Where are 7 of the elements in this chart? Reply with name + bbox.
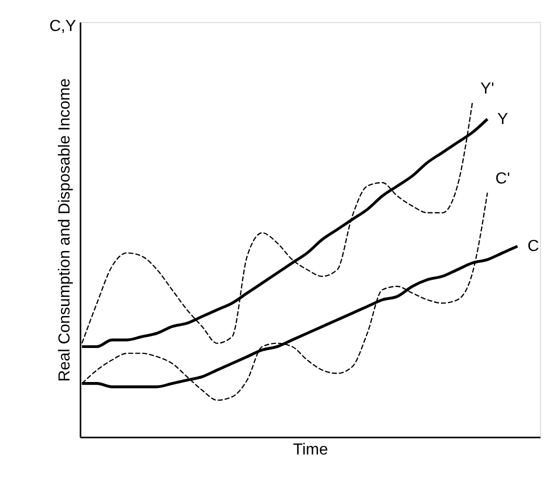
y-axis-title: Real Consumption and Disposable Income	[56, 78, 74, 382]
series-label: C'	[495, 170, 510, 188]
text: C,Y	[49, 18, 76, 35]
x-axis-title: Time	[293, 442, 328, 458]
series-label: Y	[497, 111, 508, 128]
series-label: Y'	[480, 80, 494, 98]
series-label: C	[527, 238, 540, 256]
